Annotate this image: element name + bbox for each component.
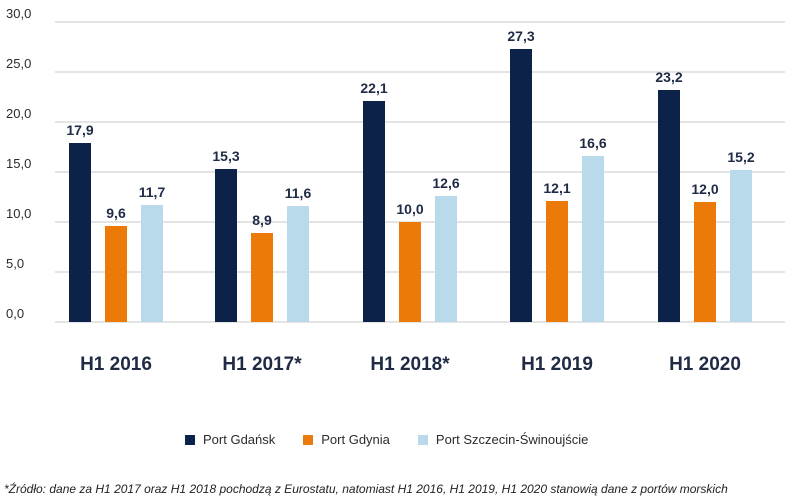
legend-item-szczecin: Port Szczecin-Świnoujście [417, 432, 589, 447]
legend: Port Gdańsk Port Gdynia Port Szczecin-Św… [185, 432, 588, 447]
bars [69, 49, 752, 322]
bar [730, 170, 752, 322]
source-footnote: *Źródło: dane za H1 2017 oraz H1 2018 po… [4, 482, 728, 496]
bar [141, 205, 163, 322]
y-tick-label: 15,0 [6, 156, 31, 171]
x-axis-categories: H1 2016 H1 2017* H1 2018* H1 2019 H1 2020 [80, 354, 741, 375]
bar [363, 101, 385, 322]
bar [215, 169, 237, 322]
y-tick-label: 25,0 [6, 56, 31, 71]
data-label: 15,3 [212, 148, 239, 164]
category-label: H1 2018* [370, 354, 450, 375]
data-label: 22,1 [360, 80, 387, 96]
bar [399, 222, 421, 322]
data-label: 17,9 [66, 122, 93, 138]
legend-item-gdansk: Port Gdańsk [185, 432, 275, 447]
bar [582, 156, 604, 322]
legend-swatch-gdynia [303, 434, 314, 445]
legend-label-gdansk: Port Gdańsk [203, 432, 276, 447]
y-axis-ticks: 0,0 5,0 10,0 15,0 20,0 25,0 30,0 [6, 6, 31, 321]
data-label: 15,2 [727, 149, 754, 165]
legend-swatch-gdansk [185, 434, 195, 445]
data-label: 11,7 [139, 184, 166, 200]
data-label: 8,9 [252, 212, 272, 228]
legend-swatch-szczecin [417, 434, 428, 445]
bar [105, 226, 127, 322]
data-label: 12,0 [691, 181, 718, 197]
bar [658, 90, 680, 322]
bar [435, 196, 457, 322]
data-label: 9,6 [106, 205, 126, 221]
y-tick-label: 30,0 [6, 6, 31, 21]
legend-label-gdynia: Port Gdynia [321, 432, 390, 447]
legend-label-szczecin: Port Szczecin-Świnoujście [435, 432, 589, 447]
y-tick-label: 10,0 [6, 206, 31, 221]
y-tick-label: 5,0 [6, 256, 24, 271]
bar-chart: 0,0 5,0 10,0 15,0 20,0 25,0 30,0 17,9 9,6 11,7 15… [6, 6, 785, 375]
y-tick-label: 20,0 [6, 106, 31, 121]
data-label: 23,2 [655, 69, 682, 85]
data-label: 11,6 [285, 185, 312, 201]
data-label: 27,3 [507, 28, 534, 44]
category-label: H1 2020 [669, 354, 741, 375]
category-label: H1 2016 [80, 354, 152, 375]
y-tick-label: 0,0 [6, 306, 24, 321]
bar [546, 201, 568, 322]
category-label: H1 2019 [521, 354, 593, 375]
data-label: 16,6 [579, 135, 606, 151]
data-label: 12,1 [543, 180, 570, 196]
bar [510, 49, 532, 322]
category-label: H1 2017* [222, 354, 302, 375]
bar [251, 233, 273, 322]
legend-item-gdynia: Port Gdynia [303, 432, 390, 447]
bar [69, 143, 91, 322]
data-labels: 17,9 9,6 11,7 15,3 8,9 11,6 22,1 10,0 12,6 27,3 12… [66, 28, 754, 228]
data-label: 12,6 [432, 175, 459, 191]
bar [694, 202, 716, 322]
data-label: 10,0 [396, 201, 423, 217]
bar [287, 206, 309, 322]
